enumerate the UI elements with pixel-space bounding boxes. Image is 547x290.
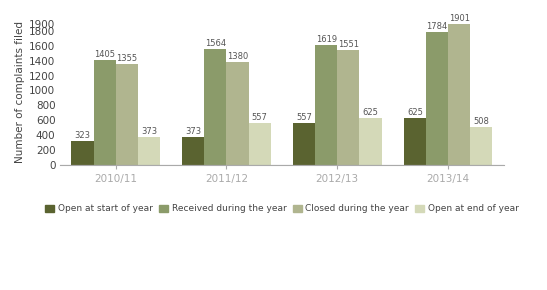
Text: 373: 373 <box>141 127 157 136</box>
Bar <box>94 61 115 164</box>
Bar <box>426 32 448 164</box>
Text: 1901: 1901 <box>449 14 470 23</box>
Text: 373: 373 <box>185 127 201 136</box>
Bar <box>470 127 492 164</box>
Bar <box>448 24 470 164</box>
Bar <box>182 137 205 164</box>
Text: 1355: 1355 <box>116 54 137 63</box>
Text: 323: 323 <box>74 130 90 139</box>
Text: 1564: 1564 <box>205 39 226 48</box>
Bar <box>138 137 160 164</box>
Bar <box>337 50 359 164</box>
Text: 1551: 1551 <box>338 39 359 48</box>
Y-axis label: Number of complaints filed: Number of complaints filed <box>15 21 25 163</box>
Bar <box>404 118 426 164</box>
Bar <box>249 123 271 164</box>
Bar <box>205 49 226 164</box>
Text: 1405: 1405 <box>94 50 115 59</box>
Text: 625: 625 <box>407 108 423 117</box>
Text: 508: 508 <box>474 117 490 126</box>
Bar <box>71 141 94 164</box>
Bar <box>226 62 249 164</box>
Bar <box>359 118 382 164</box>
Bar <box>293 123 315 164</box>
Text: 1380: 1380 <box>227 52 248 61</box>
Bar <box>315 45 337 164</box>
Text: 1619: 1619 <box>316 35 337 44</box>
Text: 1784: 1784 <box>427 22 447 31</box>
Text: 557: 557 <box>252 113 267 122</box>
Text: 557: 557 <box>296 113 312 122</box>
Bar <box>115 64 138 164</box>
Legend: Open at start of year, Received during the year, Closed during the year, Open at: Open at start of year, Received during t… <box>42 201 522 217</box>
Text: 625: 625 <box>363 108 379 117</box>
